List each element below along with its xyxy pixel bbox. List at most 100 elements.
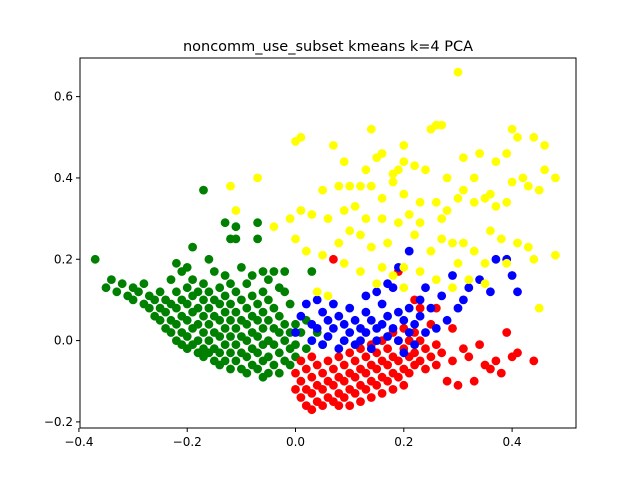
data-point bbox=[269, 267, 279, 276]
data-point bbox=[431, 324, 441, 333]
data-point bbox=[253, 315, 262, 325]
data-point bbox=[426, 303, 436, 313]
data-point bbox=[383, 279, 392, 289]
data-point bbox=[269, 360, 279, 370]
data-point bbox=[377, 263, 387, 272]
data-point bbox=[199, 311, 208, 321]
data-point bbox=[269, 303, 279, 313]
data-point bbox=[372, 380, 382, 390]
data-point bbox=[247, 271, 257, 280]
data-point bbox=[318, 340, 327, 349]
data-point bbox=[220, 291, 230, 301]
y-tick-label: 0.0 bbox=[54, 334, 73, 348]
data-point bbox=[155, 287, 165, 297]
data-point bbox=[291, 319, 300, 329]
data-point bbox=[507, 271, 517, 280]
data-point bbox=[388, 385, 398, 394]
data-point bbox=[507, 124, 517, 134]
data-point bbox=[394, 372, 403, 382]
data-point bbox=[540, 165, 549, 175]
data-point bbox=[361, 291, 371, 301]
data-point bbox=[366, 181, 376, 191]
data-point bbox=[453, 193, 463, 203]
data-point bbox=[372, 287, 382, 297]
points-layer bbox=[90, 67, 560, 415]
data-point bbox=[415, 197, 425, 207]
data-point bbox=[312, 295, 322, 305]
data-point bbox=[523, 181, 533, 191]
data-point bbox=[291, 368, 300, 378]
data-point bbox=[291, 385, 300, 394]
data-point bbox=[415, 303, 425, 313]
data-point bbox=[285, 214, 295, 224]
data-point bbox=[459, 185, 468, 195]
data-point bbox=[464, 352, 474, 362]
data-point bbox=[334, 181, 344, 191]
data-point bbox=[339, 319, 349, 329]
data-point bbox=[161, 307, 171, 317]
data-point bbox=[469, 173, 479, 183]
data-point bbox=[529, 356, 539, 366]
data-point bbox=[329, 324, 338, 333]
data-point bbox=[182, 299, 192, 309]
data-point bbox=[453, 258, 463, 268]
data-point bbox=[469, 246, 479, 256]
data-point bbox=[264, 275, 273, 284]
data-point bbox=[215, 348, 225, 358]
data-point bbox=[361, 165, 371, 175]
data-point bbox=[383, 344, 392, 354]
data-point bbox=[437, 214, 447, 224]
data-point bbox=[258, 324, 268, 333]
data-point bbox=[226, 315, 235, 325]
data-point bbox=[242, 352, 252, 362]
data-point bbox=[226, 299, 235, 309]
data-point bbox=[334, 311, 344, 321]
data-point bbox=[361, 307, 371, 317]
data-point bbox=[280, 267, 290, 276]
data-point bbox=[220, 218, 230, 228]
data-point bbox=[421, 165, 430, 175]
data-point bbox=[513, 287, 522, 297]
data-point bbox=[426, 352, 436, 362]
data-point bbox=[345, 181, 355, 191]
data-point bbox=[464, 275, 474, 284]
data-point bbox=[253, 173, 262, 183]
data-point bbox=[529, 254, 539, 264]
data-point bbox=[383, 238, 392, 248]
data-point bbox=[231, 222, 241, 232]
data-point bbox=[269, 222, 279, 232]
data-point bbox=[301, 344, 311, 354]
data-point bbox=[366, 124, 376, 134]
data-point bbox=[404, 303, 414, 313]
data-point bbox=[518, 173, 528, 183]
data-point bbox=[242, 336, 252, 345]
data-point bbox=[507, 177, 517, 187]
data-point bbox=[399, 189, 409, 199]
data-point bbox=[399, 380, 409, 390]
data-point bbox=[291, 328, 300, 337]
data-point bbox=[377, 389, 387, 398]
data-point bbox=[329, 141, 338, 150]
data-point bbox=[404, 246, 414, 256]
x-tick-label: 0.4 bbox=[503, 435, 522, 449]
x-tick-label: −0.2 bbox=[173, 435, 202, 449]
data-point bbox=[264, 295, 273, 305]
data-point bbox=[366, 242, 376, 252]
data-point bbox=[334, 344, 344, 354]
data-point bbox=[318, 368, 327, 378]
data-point bbox=[496, 234, 506, 244]
data-point bbox=[231, 287, 241, 297]
data-point bbox=[415, 295, 425, 305]
data-point bbox=[491, 356, 501, 366]
data-point bbox=[491, 202, 501, 211]
axis-ticks: −0.4 −0.2 0.0 0.2 0.4 −0.2 0.0 0.2 0.4 0.6 bbox=[44, 90, 522, 449]
data-point bbox=[296, 376, 306, 386]
data-point bbox=[453, 303, 463, 313]
data-point bbox=[215, 299, 225, 309]
data-point bbox=[345, 328, 355, 337]
data-point bbox=[323, 332, 333, 341]
data-point bbox=[431, 275, 441, 284]
data-point bbox=[193, 287, 203, 297]
data-point bbox=[421, 364, 430, 374]
